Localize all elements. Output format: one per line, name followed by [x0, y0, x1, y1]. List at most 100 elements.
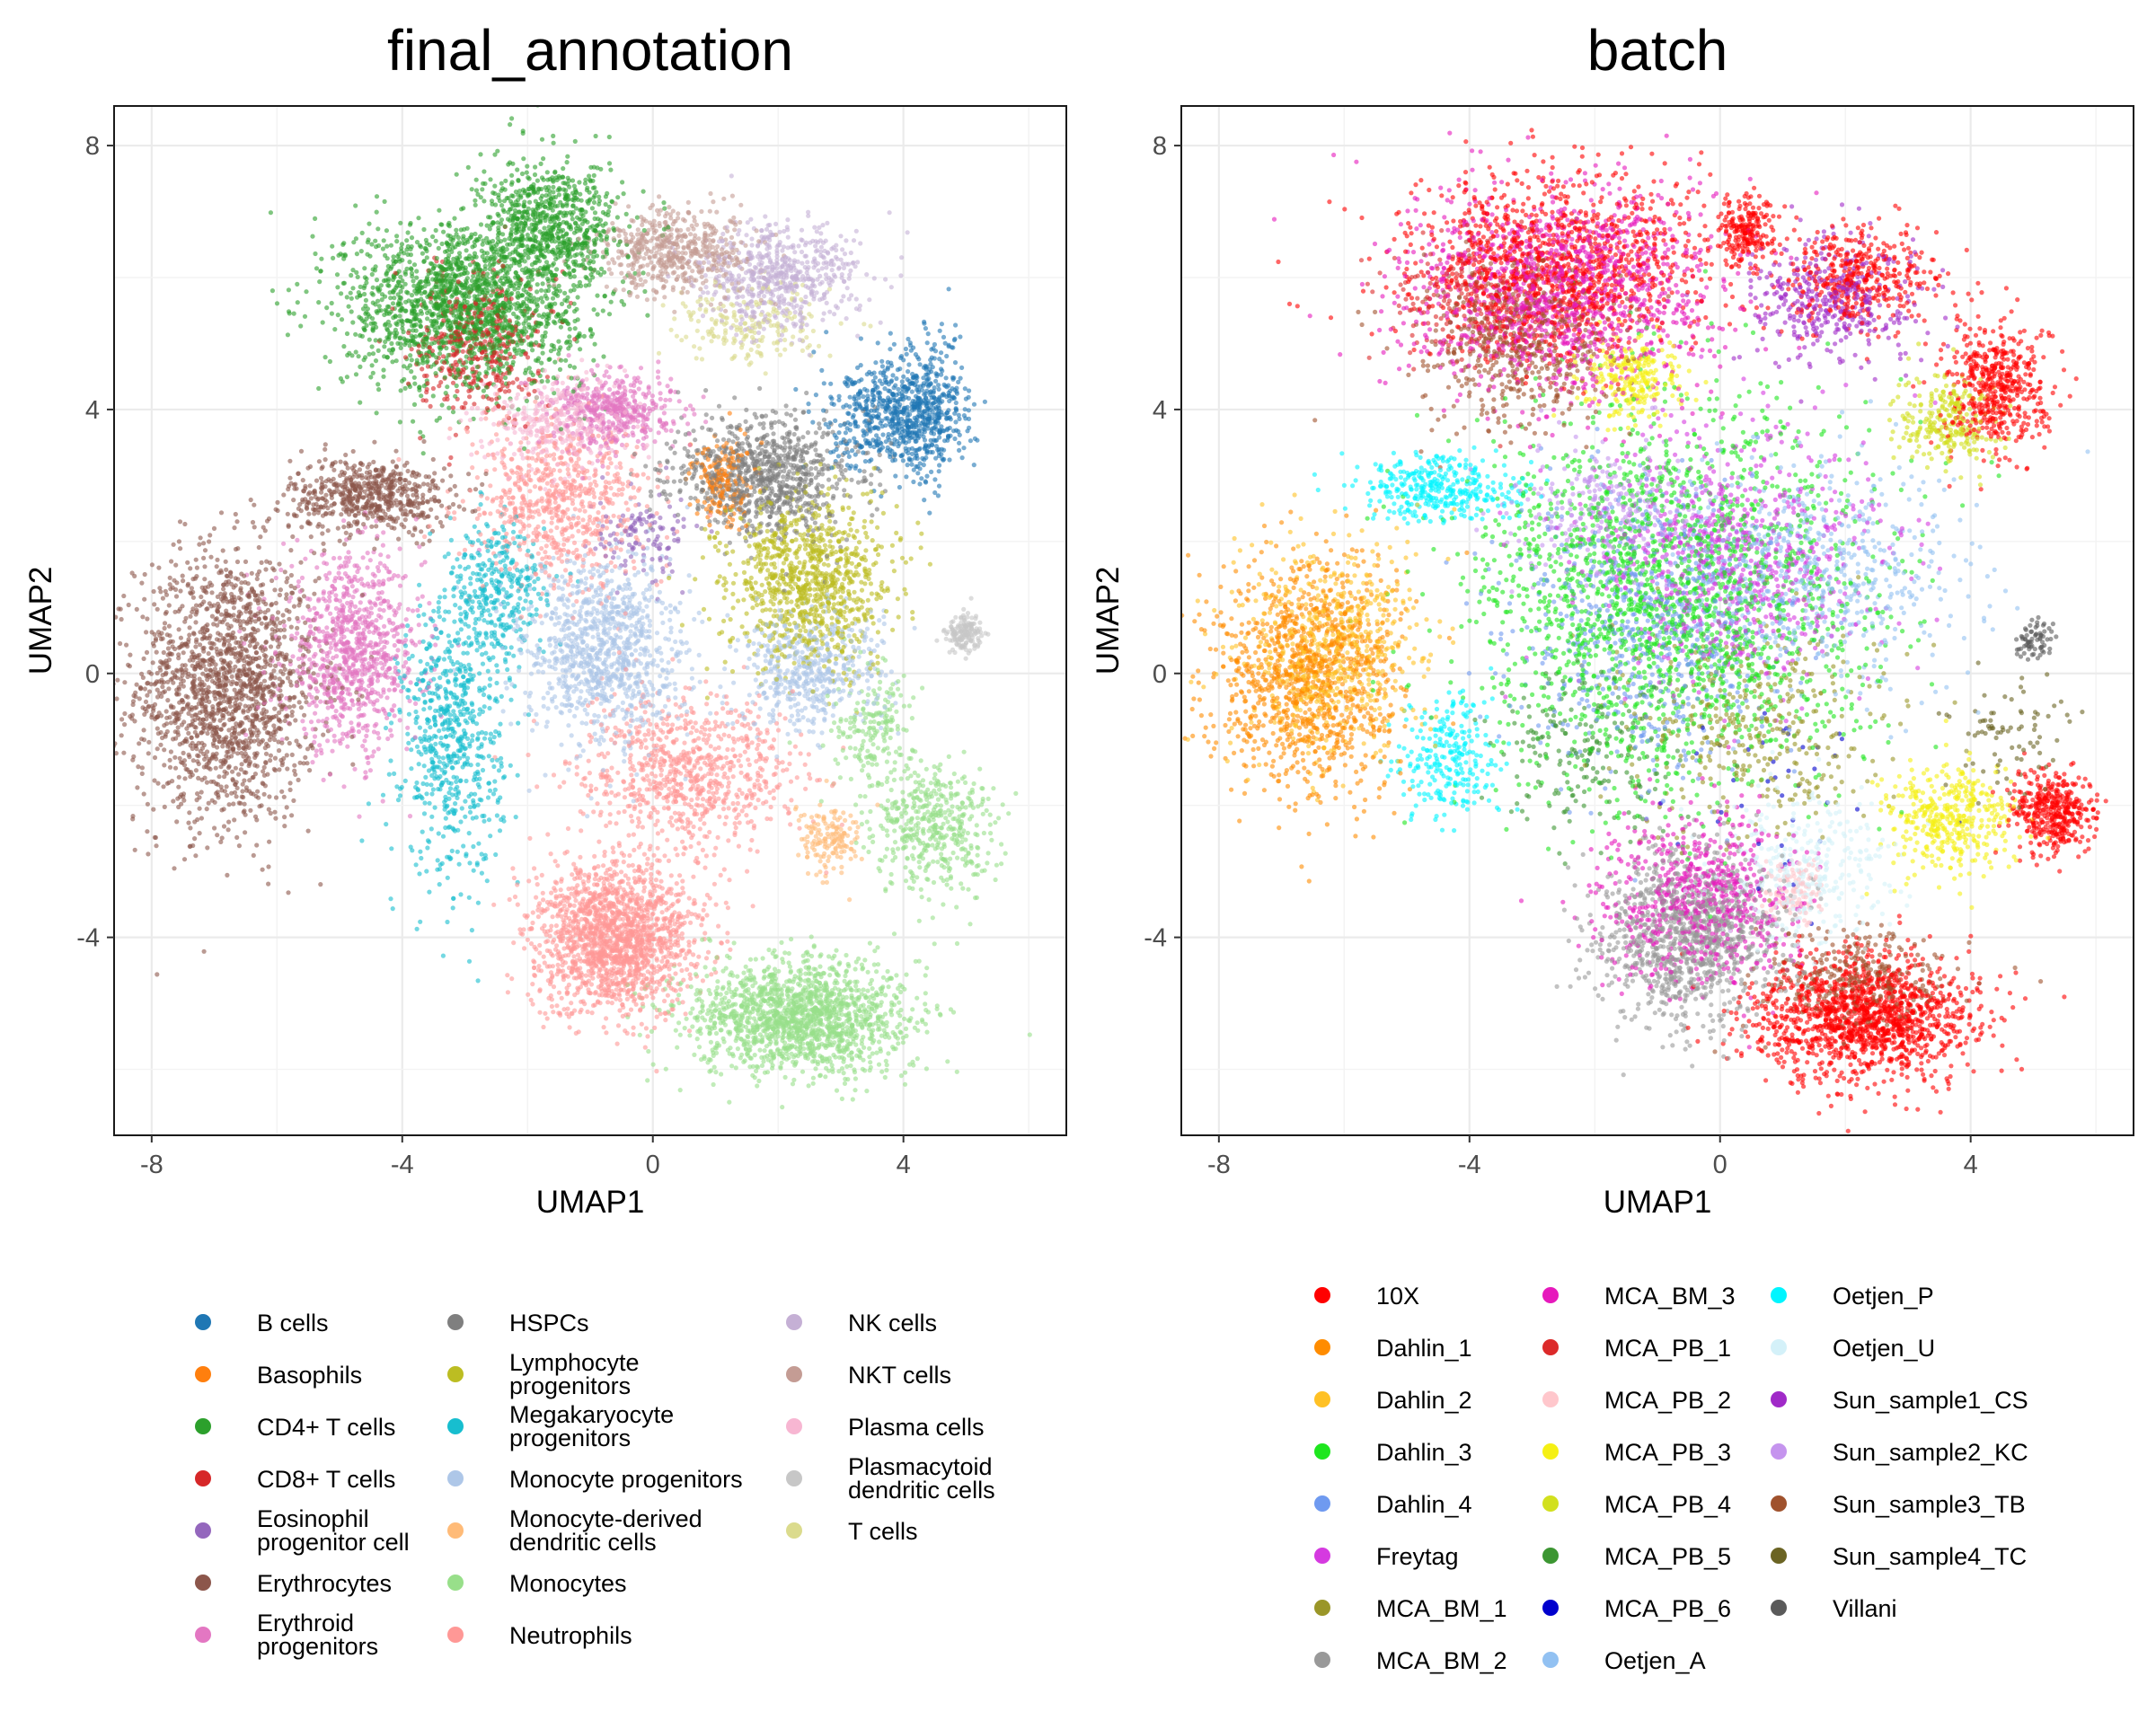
scatter-point [186, 637, 190, 641]
scatter-point [800, 650, 805, 655]
scatter-point [304, 289, 308, 294]
scatter-point [848, 395, 853, 400]
scatter-point [370, 344, 375, 348]
scatter-point [493, 852, 498, 857]
scatter-point [727, 1100, 731, 1105]
scatter-point [457, 564, 462, 569]
scatter-point [749, 576, 754, 580]
scatter-point [635, 295, 640, 299]
scatter-point [512, 452, 517, 456]
scatter-point [611, 845, 615, 850]
scatter-point [911, 695, 915, 700]
scatter-point [589, 796, 594, 800]
scatter-point [659, 233, 664, 237]
scatter-point [398, 584, 402, 588]
scatter-point [540, 300, 544, 304]
scatter-point [825, 779, 829, 783]
scatter-point [888, 210, 892, 215]
scatter-point [282, 824, 287, 828]
scatter-point [655, 1015, 659, 1019]
scatter-point [372, 547, 376, 551]
scatter-point [633, 648, 638, 653]
scatter-point [826, 492, 830, 497]
scatter-point [897, 485, 902, 490]
scatter-point [722, 595, 727, 600]
scatter-point [679, 338, 684, 342]
scatter-point [466, 165, 471, 170]
scatter-point [669, 873, 674, 878]
scatter-point [860, 822, 864, 826]
scatter-point [924, 767, 929, 772]
scatter-point [515, 377, 519, 382]
scatter-point [727, 781, 731, 785]
scatter-point [202, 564, 207, 569]
scatter-point [658, 674, 662, 678]
scatter-point [862, 469, 867, 473]
scatter-point [442, 657, 446, 661]
scatter-point [527, 836, 532, 841]
scatter-point [870, 513, 874, 517]
scatter-point [186, 695, 190, 700]
scatter-point [462, 754, 466, 758]
scatter-point [870, 742, 875, 746]
scatter-point [641, 723, 645, 728]
scatter-point [535, 613, 539, 617]
scatter-point [408, 353, 412, 357]
scatter-point [553, 407, 558, 411]
scatter-point [267, 794, 271, 798]
scatter-point [718, 541, 722, 545]
scatter-point [754, 580, 758, 585]
scatter-point [716, 734, 720, 738]
scatter-point [139, 581, 144, 586]
scatter-point [878, 482, 882, 487]
scatter-point [836, 398, 841, 402]
scatter-point [839, 870, 844, 875]
scatter-point [591, 635, 596, 640]
scatter-point [824, 422, 828, 427]
scatter-point [496, 509, 500, 514]
scatter-point [339, 291, 343, 296]
scatter-point [748, 957, 753, 962]
scatter-point [808, 466, 813, 471]
scatter-point [678, 629, 683, 633]
scatter-point [861, 672, 865, 676]
scatter-point [865, 491, 870, 496]
scatter-point [473, 589, 477, 594]
scatter-point [785, 217, 790, 222]
scatter-point [638, 802, 642, 807]
scatter-point [358, 600, 363, 604]
scatter-point [688, 496, 693, 500]
scatter-point [441, 755, 446, 760]
scatter-point [661, 721, 666, 726]
scatter-point [620, 180, 624, 184]
scatter-point [372, 749, 376, 754]
scatter-point [626, 549, 631, 553]
scatter-point [239, 767, 243, 772]
scatter-point [632, 560, 636, 564]
scatter-point [849, 857, 853, 861]
scatter-point [857, 655, 862, 659]
scatter-point [673, 687, 677, 692]
scatter-point [444, 673, 448, 677]
scatter-point [883, 992, 888, 997]
scatter-point [461, 843, 465, 848]
scatter-point [822, 311, 826, 315]
scatter-point [590, 206, 595, 210]
scatter-point [537, 1010, 542, 1015]
scatter-point [526, 524, 531, 528]
scatter-point [669, 626, 674, 631]
scatter-point [433, 642, 437, 647]
scatter-point [677, 962, 682, 966]
scatter-point [819, 245, 824, 250]
scatter-point [411, 328, 415, 332]
scatter-point [865, 671, 870, 675]
scatter-point [452, 620, 456, 624]
scatter-point [299, 525, 304, 529]
scatter-point [743, 750, 747, 754]
scatter-point [312, 551, 316, 555]
scatter-point [792, 432, 797, 437]
scatter-point [515, 167, 519, 172]
scatter-point [674, 1028, 678, 1033]
scatter-point [723, 309, 728, 313]
scatter-point [670, 569, 675, 574]
